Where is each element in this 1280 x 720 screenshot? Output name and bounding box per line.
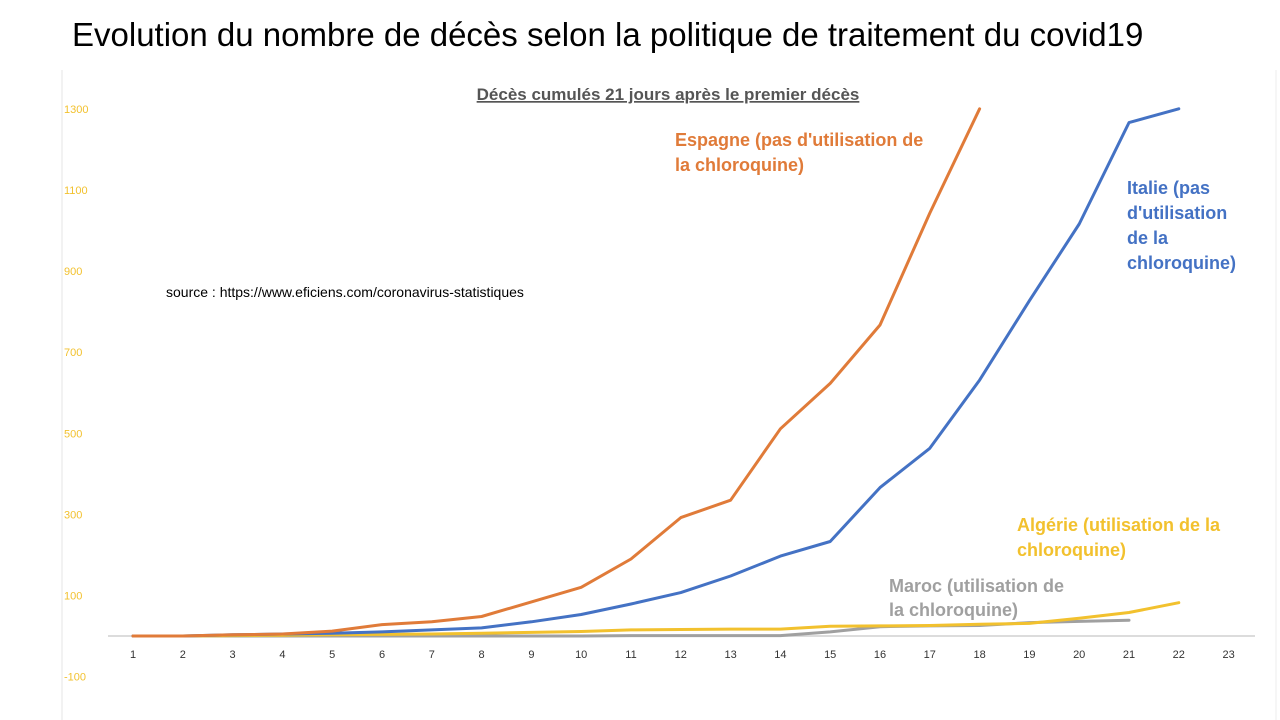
y-tick-label: 500 [64, 428, 82, 440]
chart-title: Décès cumulés 21 jours après le premier … [477, 85, 860, 104]
series-label-italie: Italie (pas [1127, 178, 1210, 198]
y-tick-label: 900 [64, 266, 82, 278]
y-tick-label: 1100 [64, 185, 88, 197]
x-tick-label: 3 [230, 649, 236, 661]
x-tick-label: 12 [675, 649, 687, 661]
series-line-algerie [131, 601, 1181, 638]
x-tick-label: 4 [279, 649, 285, 661]
x-tick-label: 8 [479, 649, 485, 661]
series-label-italie: de la [1127, 228, 1169, 248]
x-tick-label: 10 [575, 649, 587, 661]
x-tick-label: 20 [1073, 649, 1085, 661]
x-tick-label: 1 [130, 649, 136, 661]
x-tick-label: 17 [924, 649, 936, 661]
x-tick-label: 5 [329, 649, 335, 661]
series-line-espagne [131, 107, 982, 638]
series-layer [131, 107, 1181, 638]
series-label-espagne: Espagne (pas d'utilisation de [675, 130, 923, 150]
x-tick-label: 23 [1222, 649, 1234, 661]
series-label-maroc: Maroc (utilisation de [889, 576, 1064, 596]
y-tick-label: 1300 [64, 104, 88, 116]
x-tick-label: 21 [1123, 649, 1135, 661]
x-tick-label: 6 [379, 649, 385, 661]
x-tick-label: 2 [180, 649, 186, 661]
series-label-italie: d'utilisation [1127, 203, 1227, 223]
x-tick-label: 11 [625, 649, 636, 661]
annotation-layer: Espagne (pas d'utilisation de la chloroqu… [675, 130, 1236, 620]
y-tick-label: 300 [64, 509, 82, 521]
x-tick-label: 19 [1023, 649, 1035, 661]
series-label-italie: chloroquine) [1127, 253, 1236, 273]
series-label-maroc: la chloroquine) [889, 600, 1018, 620]
x-tick-label: 9 [528, 649, 534, 661]
y-tick-label: 700 [64, 347, 82, 359]
x-tick-label: 7 [429, 649, 435, 661]
y-tick-label: -100 [64, 672, 86, 684]
x-tick-label: 14 [774, 649, 786, 661]
x-tick-label: 16 [874, 649, 886, 661]
series-label-espagne: la chloroquine) [675, 155, 804, 175]
x-tick-label: 15 [824, 649, 836, 661]
x-tick-label: 22 [1173, 649, 1185, 661]
series-label-algerie: chloroquine) [1017, 540, 1126, 560]
slide-title: Evolution du nombre de décès selon la po… [72, 16, 1144, 53]
y-tick-label: 100 [64, 590, 82, 602]
x-tick-label: 13 [724, 649, 736, 661]
source-note: source : https://www.eficiens.com/corona… [166, 284, 524, 300]
x-tick-label: 18 [973, 649, 985, 661]
series-label-algerie: Algérie (utilisation de la [1017, 515, 1221, 535]
